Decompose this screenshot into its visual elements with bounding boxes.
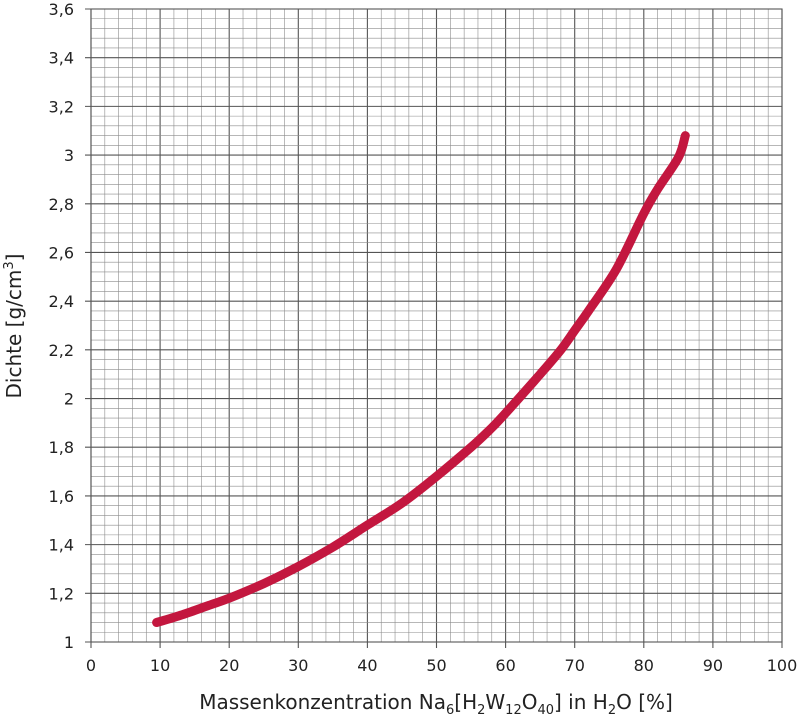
y-tick-label: 2,4	[49, 292, 74, 311]
x-tick-label: 100	[767, 656, 798, 675]
y-tick-label: 1	[64, 633, 74, 652]
x-axis-label-sub: 2	[477, 703, 485, 718]
y-tick-label: 3,2	[49, 97, 74, 116]
x-tick-label: 80	[634, 656, 654, 675]
y-axis-label-sup: 3	[2, 261, 17, 269]
y-tick-label: 2	[64, 390, 74, 409]
x-tick-label: 20	[219, 656, 239, 675]
grid	[85, 8, 783, 648]
y-tick-label: 3	[64, 146, 74, 165]
y-axis-label-part: Dichte [g/cm	[2, 270, 26, 399]
x-tick-label: 30	[288, 656, 308, 675]
x-axis-label-sub: 6	[446, 703, 454, 718]
y-tick-label: 1,8	[49, 438, 74, 457]
y-axis-label-part: ]	[2, 254, 26, 262]
x-tick-label: 40	[357, 656, 377, 675]
x-tick-labels: 0 10 20 30 40 50 60 70 80 90 100	[86, 656, 797, 675]
y-tick-label: 1,2	[49, 584, 74, 603]
y-tick-label: 1,4	[49, 536, 74, 555]
x-axis-label-part: O [%]	[616, 690, 673, 714]
y-tick-label: 2,6	[49, 243, 74, 262]
x-axis-label-part: [H	[454, 690, 477, 714]
curve-layer	[152, 131, 690, 627]
x-axis-label-part: W	[485, 690, 505, 714]
x-tick-label: 10	[150, 656, 170, 675]
y-tick-label: 3,4	[49, 49, 74, 68]
x-axis-label: Massenkonzentration Na6[H2W12O40] in H2O…	[199, 690, 673, 718]
plot-frame	[90, 8, 783, 643]
x-axis-label-sub: 2	[608, 703, 616, 718]
y-tick-label: 2,8	[49, 195, 74, 214]
x-tick-label: 50	[426, 656, 446, 675]
x-axis-label-sub: 40	[537, 703, 554, 718]
density-curve	[152, 131, 690, 627]
x-axis-label-sub: 12	[505, 703, 522, 718]
y-tick-labels: 1 1,2 1,4 1,6 1,8 2 2,2 2,4 2,6 2,8 3 3,2 3,4 3,6	[49, 0, 74, 652]
y-tick-label: 1,6	[49, 487, 74, 506]
x-axis-label-part: Massenkonzentration Na	[199, 690, 446, 714]
x-tick-label: 60	[495, 656, 515, 675]
y-axis-label: Dichte [g/cm3]	[2, 254, 26, 399]
x-tick-label: 90	[703, 656, 723, 675]
y-tick-label: 2,2	[49, 341, 74, 360]
y-tick-label: 3,6	[49, 0, 74, 19]
x-axis-label-part: ] in H	[554, 690, 608, 714]
x-tick-label: 70	[565, 656, 585, 675]
x-axis-label-part: O	[522, 690, 538, 714]
x-tick-label: 0	[86, 656, 96, 675]
